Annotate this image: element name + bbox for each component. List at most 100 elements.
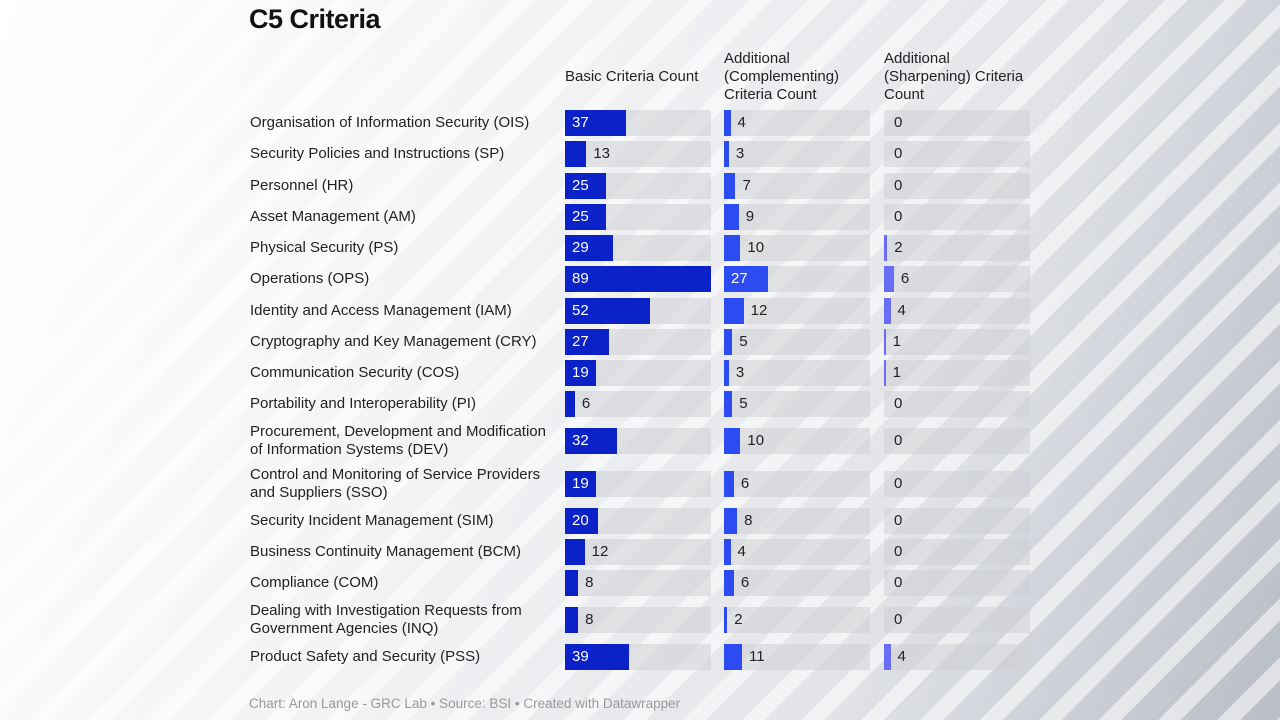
bar-track: 12 xyxy=(565,539,711,565)
data-label: 0 xyxy=(894,145,903,162)
data-label: 4 xyxy=(897,302,906,319)
data-label: 6 xyxy=(900,270,910,287)
row-label: Security Incident Management (SIM) xyxy=(250,512,494,529)
bar-track: 89 xyxy=(565,266,711,292)
data-label: 20 xyxy=(572,512,589,529)
bar-track: 32 xyxy=(565,428,711,454)
row-label: Organisation of Information Security (OI… xyxy=(250,114,530,131)
row-label: Operations (OPS) xyxy=(250,270,370,287)
data-label: 0 xyxy=(894,512,903,529)
bar xyxy=(884,329,886,355)
data-label: 4 xyxy=(737,114,746,131)
bar-track: 13 xyxy=(565,141,711,167)
bar xyxy=(884,298,891,324)
data-label: 4 xyxy=(897,648,906,665)
data-label: 39 xyxy=(572,648,589,665)
bar-track: 1 xyxy=(884,329,1030,355)
bar xyxy=(724,428,741,454)
bar-track: 0 xyxy=(884,110,1030,136)
bar-track: 6 xyxy=(565,391,711,417)
row-label: Asset Management (AM) xyxy=(250,208,416,225)
data-label: 1 xyxy=(892,364,901,381)
bar xyxy=(724,360,729,386)
bar-track: 19 xyxy=(565,360,711,386)
bar-track: 8 xyxy=(565,607,711,633)
bar xyxy=(565,110,626,136)
data-label: 52 xyxy=(572,302,589,319)
bar-track: 0 xyxy=(884,539,1030,565)
bar xyxy=(565,607,579,633)
data-label: 9 xyxy=(745,208,755,225)
bar-track: 10 xyxy=(724,428,870,454)
bar-track: 3 xyxy=(724,141,870,167)
bar xyxy=(565,298,651,324)
data-label: 6 xyxy=(740,574,750,591)
bar xyxy=(565,329,610,355)
column-header-basic: Basic Criteria Count xyxy=(565,68,699,85)
row-label: Security Policies and Instructions (SP) xyxy=(250,145,505,162)
bar xyxy=(884,360,886,386)
bar xyxy=(884,644,891,670)
bar-track: 25 xyxy=(565,204,711,230)
data-label: 13 xyxy=(593,145,610,162)
data-label: 2 xyxy=(734,611,743,628)
row-label: Cryptography and Key Management (CRY) xyxy=(250,333,537,350)
bar-track: 4 xyxy=(724,110,870,136)
bar-track: 2 xyxy=(884,235,1030,261)
bar-track: 27 xyxy=(724,266,870,292)
bar-track: 39 xyxy=(565,644,711,670)
bar xyxy=(565,570,579,596)
data-label: 0 xyxy=(894,208,903,225)
row-label: Dealing with Investigation Requests from… xyxy=(250,602,522,637)
data-label: 0 xyxy=(894,177,903,194)
bar xyxy=(724,539,731,565)
bar-track: 1 xyxy=(884,360,1030,386)
data-label: 6 xyxy=(740,475,750,492)
bar xyxy=(724,391,733,417)
bar-track: 20 xyxy=(565,508,711,534)
data-label: 8 xyxy=(585,574,594,591)
data-label: 12 xyxy=(591,543,609,560)
bar-track: 37 xyxy=(565,110,711,136)
bar xyxy=(565,508,598,534)
chart-title: C5 Criteria xyxy=(249,4,381,34)
chart-footer: Chart: Aron Lange - GRC Lab • Source: BS… xyxy=(249,696,681,711)
bar xyxy=(565,428,618,454)
bar-track: 29 xyxy=(565,235,711,261)
data-label: 0 xyxy=(894,574,903,591)
data-label: 0 xyxy=(894,432,903,449)
bar xyxy=(884,235,888,261)
bar-track: 8 xyxy=(724,508,870,534)
data-label: 27 xyxy=(731,270,748,287)
bar-track: 0 xyxy=(884,141,1030,167)
bar-track: 4 xyxy=(884,298,1030,324)
bar xyxy=(724,570,734,596)
data-label: 1 xyxy=(892,333,901,350)
row-label: Control and Monitoring of Service Provid… xyxy=(250,466,541,501)
bar-track: 0 xyxy=(884,428,1030,454)
bar-track: 0 xyxy=(884,607,1030,633)
bar xyxy=(724,298,744,324)
bar-track: 0 xyxy=(884,570,1030,596)
bar-track: 2 xyxy=(724,607,870,633)
bar-track: 52 xyxy=(565,298,711,324)
column-header-complementing: Additional (Complementing) Criteria Coun… xyxy=(724,50,840,103)
bar-track: 0 xyxy=(884,391,1030,417)
bar xyxy=(565,173,606,199)
data-label: 0 xyxy=(894,611,903,628)
row-label: Personnel (HR) xyxy=(250,177,354,194)
bar xyxy=(724,266,769,292)
bar xyxy=(724,508,738,534)
data-label: 0 xyxy=(894,114,903,131)
row-label: Identity and Access Management (IAM) xyxy=(250,302,512,319)
bar xyxy=(565,644,629,670)
bar-track: 7 xyxy=(724,173,870,199)
bar-track: 3 xyxy=(724,360,870,386)
bar xyxy=(724,235,741,261)
data-label: 3 xyxy=(735,145,745,162)
data-label: 5 xyxy=(739,333,748,350)
data-label: 27 xyxy=(572,333,589,350)
row-label: Physical Security (PS) xyxy=(250,239,399,256)
row-label: Portability and Interoperability (PI) xyxy=(250,395,476,412)
bar xyxy=(565,235,613,261)
